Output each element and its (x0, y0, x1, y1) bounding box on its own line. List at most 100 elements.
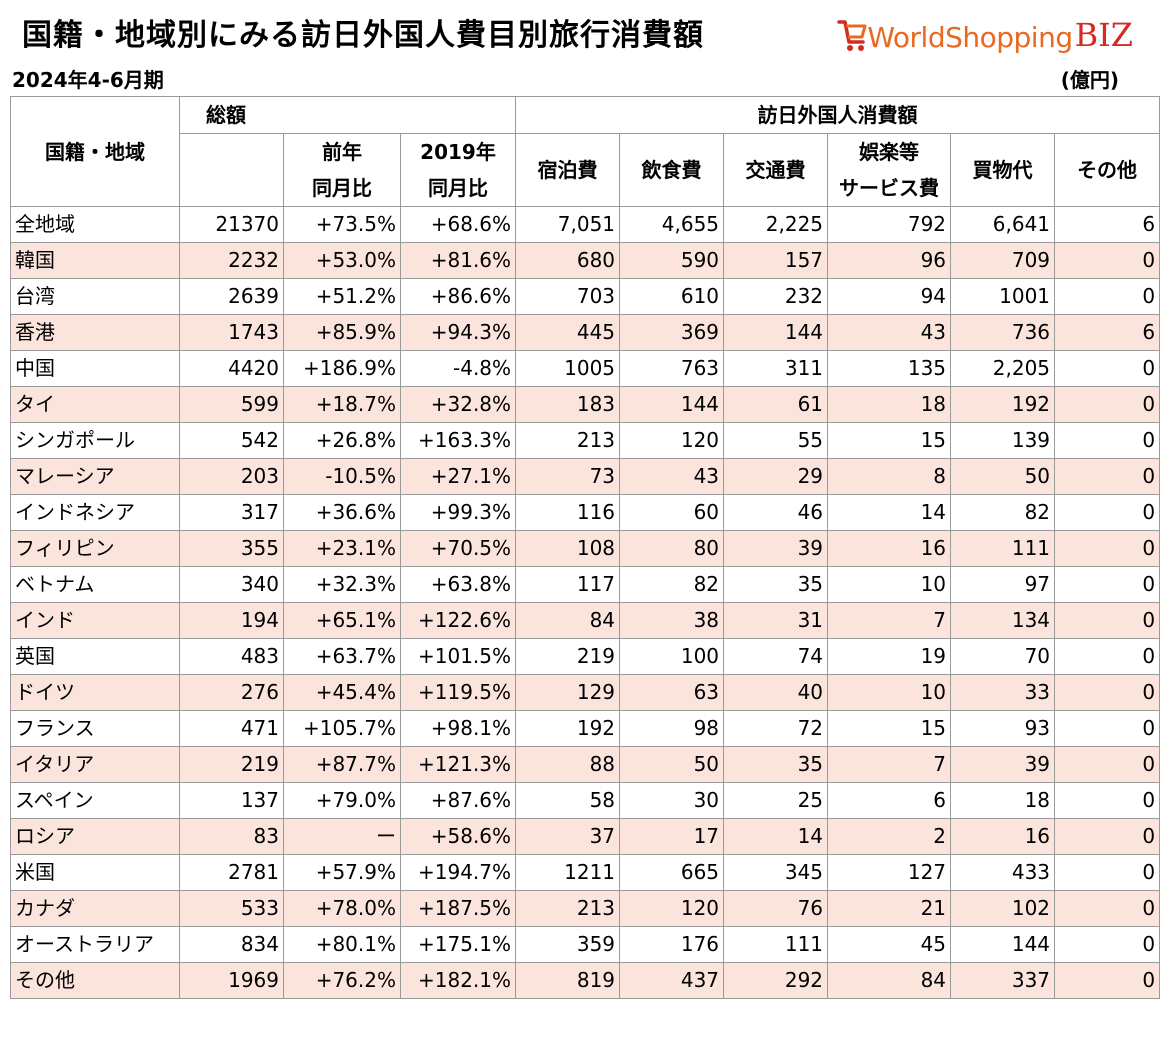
cell-total: 83 (179, 818, 284, 855)
cell-region: オーストラリア (10, 926, 180, 963)
cell-other: 0 (1054, 638, 1161, 675)
cell-other: 0 (1054, 710, 1161, 747)
cell-other: 0 (1054, 782, 1161, 819)
cell-food: 176 (619, 926, 725, 963)
cell-region: ロシア (10, 818, 180, 855)
cell-total: 834 (179, 926, 284, 963)
cell-yoy: +36.6% (283, 494, 401, 531)
cell-lodging: 108 (515, 530, 621, 567)
cell-yoy: +186.9% (283, 350, 401, 387)
cell-total: 483 (179, 638, 284, 675)
cell-entertainment: 135 (827, 350, 952, 387)
cell-food: 144 (619, 386, 725, 423)
cell-vs2019: +101.5% (399, 638, 517, 675)
cell-lodging: 183 (515, 386, 621, 423)
cell-food: 82 (619, 566, 725, 603)
cell-region: カナダ (10, 890, 180, 927)
cell-lodging: 129 (515, 674, 621, 711)
cell-food: 369 (619, 314, 725, 351)
table-body: 全地域 21370 +73.5% +68.6% 7,051 4,655 2,225 792 6,… (10, 206, 1161, 999)
header-lodging: 宿泊費 (515, 133, 621, 207)
cell-other: 0 (1054, 350, 1161, 387)
cell-other: 0 (1054, 674, 1161, 711)
cell-region: スペイン (10, 782, 180, 819)
cell-entertainment: 18 (827, 386, 952, 423)
cell-other: 0 (1054, 854, 1161, 891)
cell-transport: 345 (723, 854, 829, 891)
cell-vs2019: +182.1% (399, 962, 517, 999)
cell-entertainment: 15 (827, 422, 952, 459)
cell-shopping: 97 (950, 566, 1056, 603)
cell-other: 6 (1054, 314, 1161, 351)
cell-shopping: 39 (950, 746, 1056, 783)
cell-yoy: +80.1% (283, 926, 401, 963)
cell-yoy: +45.4% (283, 674, 401, 711)
cell-shopping: 433 (950, 854, 1056, 891)
cell-transport: 31 (723, 602, 829, 639)
table-row: その他 1969 +76.2% +182.1% 819 437 292 84 337 0 (10, 962, 1161, 999)
cell-vs2019: +98.1% (399, 710, 517, 747)
table-row: フィリピン 355 +23.1% +70.5% 108 80 39 16 111 0 (10, 530, 1161, 567)
cell-shopping: 139 (950, 422, 1056, 459)
header-food: 飲食費 (619, 133, 725, 207)
cell-vs2019: +86.6% (399, 278, 517, 315)
cell-region: マレーシア (10, 458, 180, 495)
cell-region: ベトナム (10, 566, 180, 603)
table-row: イタリア 219 +87.7% +121.3% 88 50 35 7 39 0 (10, 746, 1161, 783)
cell-total: 4420 (179, 350, 284, 387)
cell-transport: 72 (723, 710, 829, 747)
cell-entertainment: 43 (827, 314, 952, 351)
table-row: ベトナム 340 +32.3% +63.8% 117 82 35 10 97 0 (10, 566, 1161, 603)
cell-entertainment: 14 (827, 494, 952, 531)
cell-other: 0 (1054, 278, 1161, 315)
cell-lodging: 445 (515, 314, 621, 351)
cell-vs2019: +122.6% (399, 602, 517, 639)
cell-total: 2781 (179, 854, 284, 891)
cell-other: 0 (1054, 602, 1161, 639)
cell-lodging: 213 (515, 890, 621, 927)
cell-lodging: 703 (515, 278, 621, 315)
cell-transport: 40 (723, 674, 829, 711)
cell-food: 80 (619, 530, 725, 567)
header-vs2019: 2019年 同月比 (399, 133, 517, 207)
cell-region: フィリピン (10, 530, 180, 567)
cell-other: 0 (1054, 926, 1161, 963)
cell-transport: 232 (723, 278, 829, 315)
cell-transport: 35 (723, 566, 829, 603)
cell-vs2019: +27.1% (399, 458, 517, 495)
cell-lodging: 359 (515, 926, 621, 963)
period-label: 2024年4-6月期 (12, 68, 164, 92)
cell-shopping: 2,205 (950, 350, 1056, 387)
cell-transport: 46 (723, 494, 829, 531)
cell-vs2019: +68.6% (399, 206, 517, 243)
cell-total: 276 (179, 674, 284, 711)
cell-lodging: 1005 (515, 350, 621, 387)
table-row: ロシア 83 ー +58.6% 37 17 14 2 16 0 (10, 818, 1161, 855)
cell-food: 17 (619, 818, 725, 855)
cell-yoy: +87.7% (283, 746, 401, 783)
cell-region: 台湾 (10, 278, 180, 315)
header-total-label: 総額 (206, 103, 246, 127)
cell-total: 542 (179, 422, 284, 459)
cell-entertainment: 16 (827, 530, 952, 567)
cell-transport: 111 (723, 926, 829, 963)
cell-vs2019: +194.7% (399, 854, 517, 891)
cell-lodging: 88 (515, 746, 621, 783)
cell-total: 21370 (179, 206, 284, 243)
cell-food: 98 (619, 710, 725, 747)
cell-region: シンガポール (10, 422, 180, 459)
cell-food: 4,655 (619, 206, 725, 243)
cell-shopping: 18 (950, 782, 1056, 819)
cell-shopping: 337 (950, 962, 1056, 999)
header-region: 国籍・地域 (10, 96, 180, 207)
logo-text-main: WorldShopping (867, 21, 1073, 54)
cell-food: 100 (619, 638, 725, 675)
cell-shopping: 144 (950, 926, 1056, 963)
cell-transport: 2,225 (723, 206, 829, 243)
cell-shopping: 70 (950, 638, 1056, 675)
table-row: ドイツ 276 +45.4% +119.5% 129 63 40 10 33 0 (10, 674, 1161, 711)
cell-other: 0 (1054, 530, 1161, 567)
cell-region: 英国 (10, 638, 180, 675)
header-shopping: 買物代 (950, 133, 1056, 207)
cell-vs2019: +58.6% (399, 818, 517, 855)
